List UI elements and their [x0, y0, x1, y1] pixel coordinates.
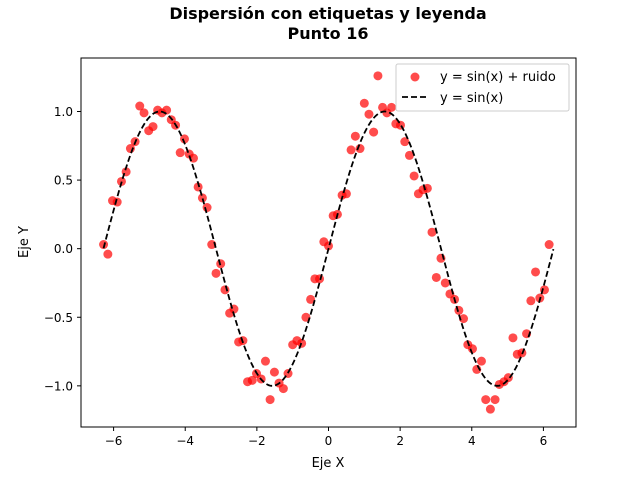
scatter-point	[350, 131, 360, 141]
scatter-point	[508, 333, 518, 343]
x-tick-label: −6	[105, 434, 123, 448]
x-tick-label: −2	[248, 434, 266, 448]
scatter-point	[454, 305, 464, 315]
scatter-point	[346, 145, 356, 155]
scatter-point	[269, 367, 279, 377]
scatter-point	[369, 127, 379, 137]
sine-line	[102, 110, 555, 387]
scatter-point	[175, 148, 185, 158]
axes: −6 −4 −2 0 2 4 6 −1.0 −0.5 0.0 0.5 1.0	[44, 57, 577, 448]
scatter-point	[440, 278, 450, 288]
scatter-point	[220, 285, 230, 295]
scatter-point	[324, 241, 333, 251]
scatter-point	[544, 240, 554, 250]
scatter-point	[180, 134, 190, 144]
scatter-point	[373, 71, 383, 81]
scatter-point	[278, 384, 288, 394]
x-tick-label: 6	[540, 434, 548, 448]
scatter-point	[135, 101, 145, 111]
scatter-point	[112, 197, 122, 207]
y-tick-label: 0.0	[54, 242, 73, 256]
y-tick-label: −1.0	[44, 379, 73, 393]
scatter-point	[427, 227, 437, 237]
x-tick-label: 2	[396, 434, 404, 448]
y-tick-label: 0.5	[54, 174, 73, 188]
scatter-point	[103, 249, 113, 259]
scatter-point	[467, 344, 477, 354]
plot-area	[99, 71, 555, 414]
x-tick-label: −4	[176, 434, 194, 448]
scatter-point	[422, 183, 432, 193]
scatter-point	[306, 294, 316, 304]
legend-marker-scatter	[410, 72, 420, 82]
y-tick-label: −0.5	[44, 311, 73, 325]
scatter-point	[211, 268, 221, 278]
scatter-point	[247, 375, 257, 385]
scatter-point	[485, 404, 495, 414]
scatter-point	[197, 193, 207, 203]
x-tick-label: 0	[325, 434, 333, 448]
scatter-point	[387, 102, 397, 112]
legend-label-line: y = sin(x)	[440, 91, 503, 106]
scatter-point	[481, 395, 491, 405]
scatter-point	[459, 314, 469, 324]
scatter-point	[490, 395, 500, 405]
scatter-point	[476, 356, 486, 366]
legend-box	[395, 63, 570, 112]
scatter-point	[116, 176, 126, 186]
scatter-point	[148, 122, 158, 132]
y-axis-label: Eje Y	[17, 226, 32, 258]
scatter-point	[404, 150, 414, 160]
chart-title: Dispersión con etiquetas y leyenda	[169, 4, 486, 23]
scatter-point	[260, 356, 270, 366]
legend: y = sin(x) + ruido y = sin(x)	[395, 63, 570, 112]
scatter-point	[526, 296, 536, 306]
scatter-point	[409, 171, 419, 181]
legend-label-scatter: y = sin(x) + ruido	[440, 70, 556, 85]
scatter-point	[364, 109, 374, 119]
scatter-point	[400, 137, 410, 147]
scatter-point	[139, 108, 149, 118]
scatter-point	[431, 272, 441, 282]
scatter-point	[193, 182, 203, 192]
x-tick-label: 4	[468, 434, 476, 448]
scatter-point	[265, 395, 275, 405]
chart-subtitle: Punto 16	[288, 24, 369, 43]
scatter-point	[202, 203, 212, 213]
scatter-point	[359, 98, 369, 108]
y-tick-label: 1.0	[54, 105, 73, 119]
x-axis-label: Eje X	[312, 456, 345, 471]
scatter-point	[99, 240, 109, 250]
scatter-point	[531, 267, 541, 277]
scatter-point	[315, 274, 325, 284]
